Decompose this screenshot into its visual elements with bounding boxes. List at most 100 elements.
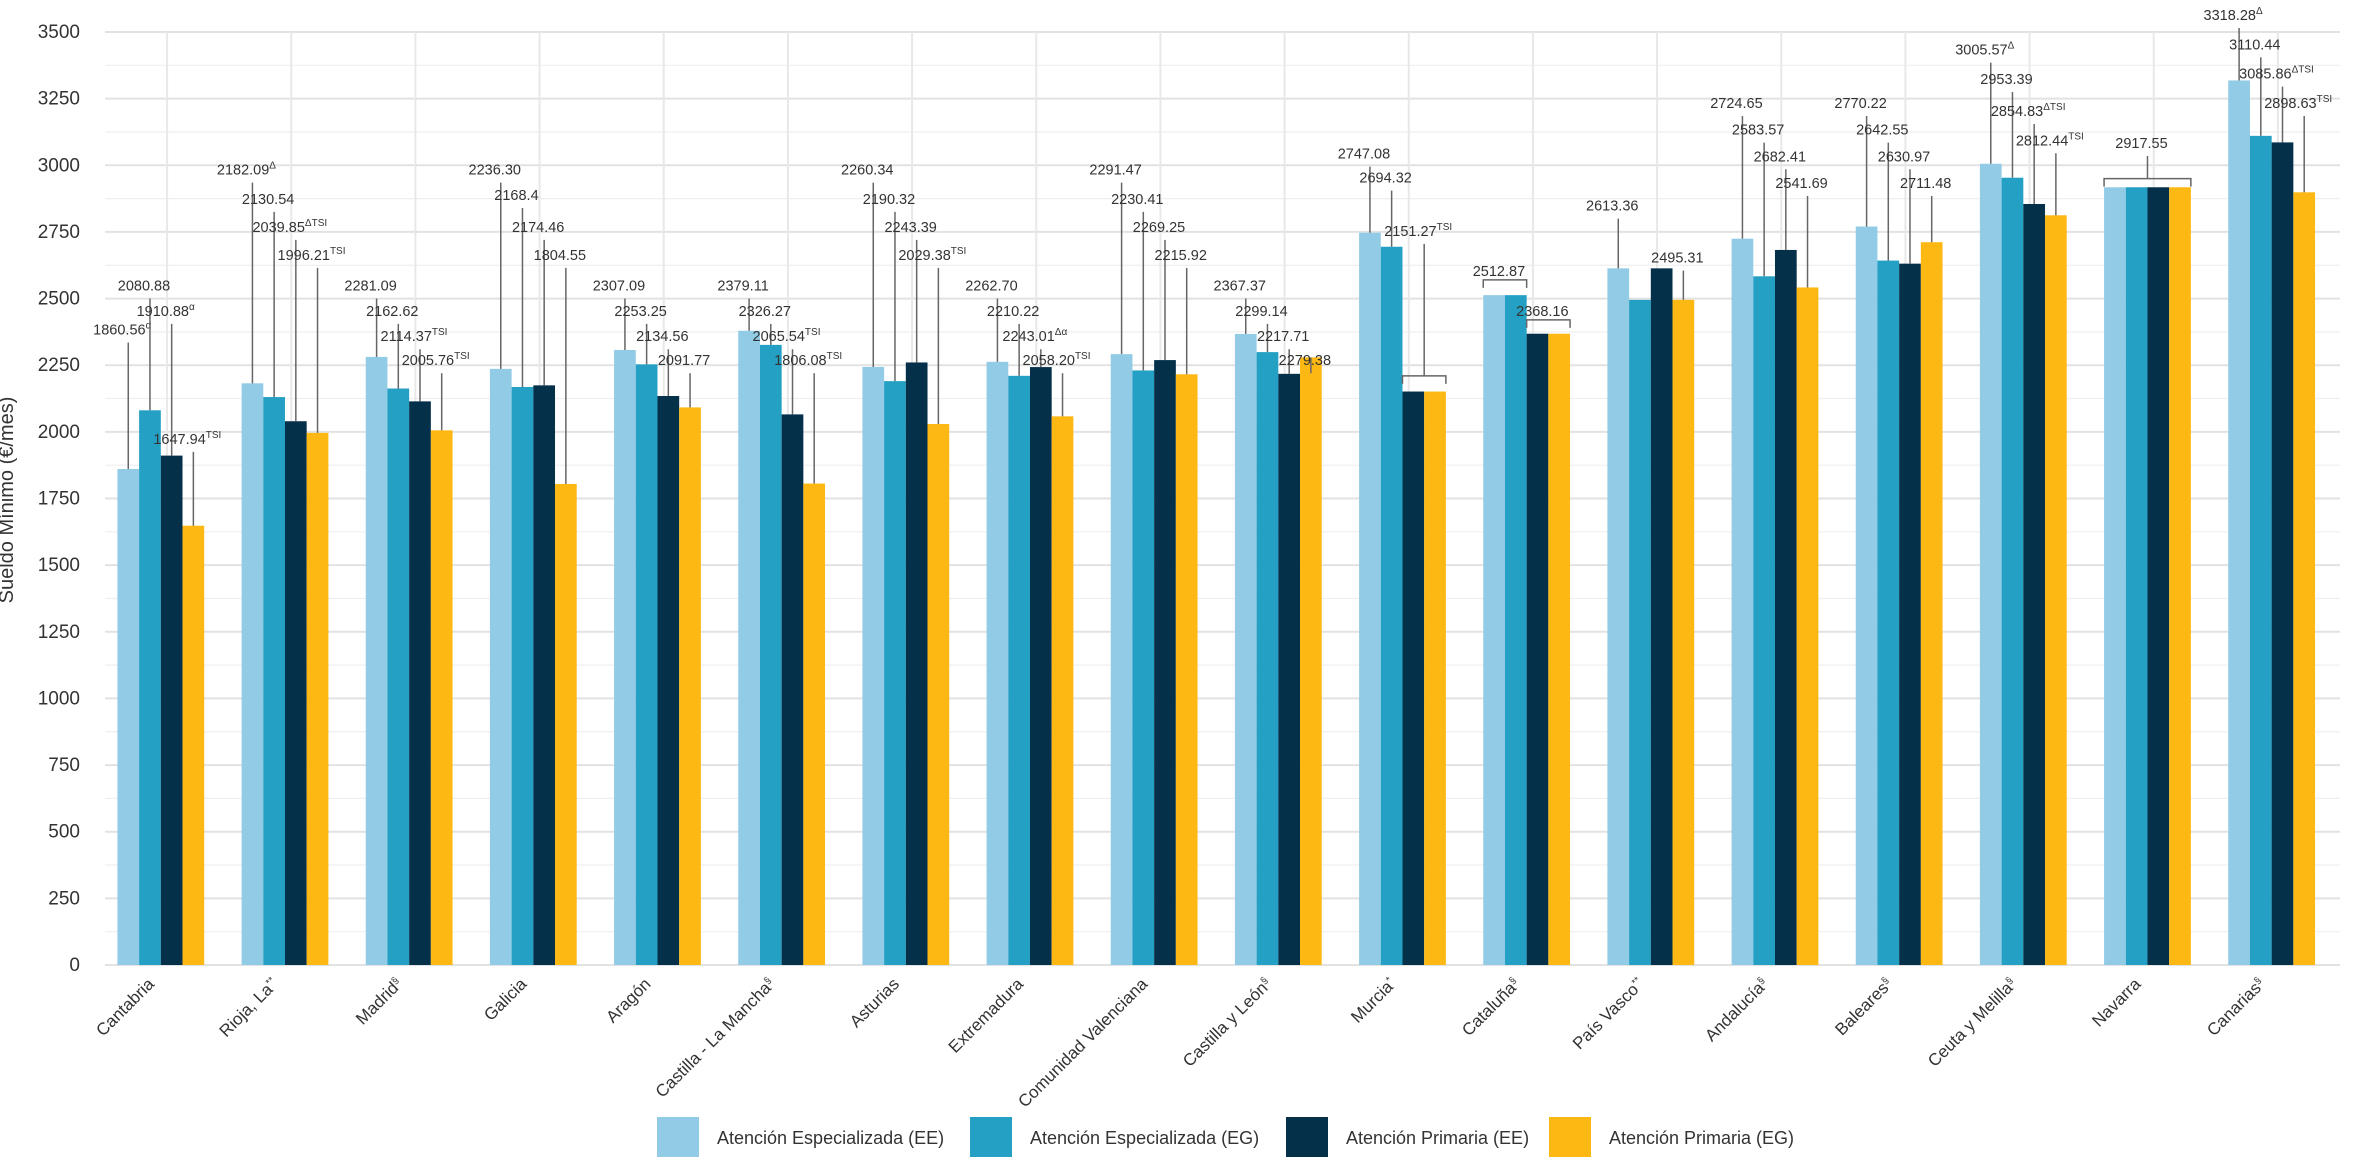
- value-label-superscript: Δ: [2256, 6, 2263, 17]
- value-label-superscript: TSI: [2317, 94, 2333, 105]
- bar: [636, 364, 658, 965]
- value-label-superscript: TSI: [432, 327, 448, 338]
- bar: [1980, 164, 2002, 965]
- bar: [263, 397, 285, 965]
- bar: [1030, 367, 1052, 965]
- bar: [2023, 204, 2045, 965]
- bar: [928, 424, 950, 965]
- value-label: 2174.46: [512, 220, 564, 236]
- value-label-superscript: TSI: [206, 430, 222, 441]
- value-label: 2307.09: [593, 279, 645, 295]
- value-label: 2279.38: [1279, 353, 1331, 369]
- legend-swatch: [970, 1117, 1012, 1157]
- bar: [1732, 239, 1754, 965]
- value-label: 2039.85ΔTSI: [252, 218, 327, 236]
- x-tick-superscript: **: [264, 975, 277, 988]
- value-label: 2151.27TSI: [1384, 222, 1452, 240]
- bar: [987, 362, 1009, 965]
- value-label: 2262.70: [965, 279, 1017, 295]
- value-label-superscript: α: [189, 302, 195, 313]
- bar: [1899, 264, 1921, 965]
- x-tick-label: Asturias: [846, 974, 903, 1031]
- value-label: 1910.88α: [137, 302, 195, 320]
- value-label-superscript: TSI: [805, 327, 821, 338]
- bar: [1008, 376, 1030, 965]
- bar: [1629, 300, 1651, 965]
- bar: [884, 381, 906, 965]
- bar: [2228, 80, 2250, 965]
- bar: [1154, 360, 1176, 965]
- value-label: 2711.48: [1900, 176, 1951, 192]
- x-tick-label: País Vasco**: [1569, 974, 1648, 1053]
- value-label: 2080.88: [118, 279, 170, 295]
- value-label: 2326.27: [739, 304, 791, 320]
- value-label-superscript: TSI: [1075, 351, 1091, 362]
- x-axis-ticks: Cantabria Rioja, La** Madrid§ Galicia Aragón…: [92, 974, 2268, 1111]
- value-label: 2291.47: [1089, 163, 1141, 179]
- y-tick-label: 750: [48, 755, 80, 776]
- bar: [285, 421, 307, 965]
- value-label: 2215.92: [1154, 248, 1206, 264]
- value-label: 3110.44: [2229, 37, 2280, 53]
- bar: [512, 387, 534, 965]
- value-label: 2724.65: [1710, 96, 1762, 112]
- bar: [1381, 247, 1403, 965]
- bar: [1402, 392, 1424, 965]
- bar: [1176, 374, 1198, 965]
- value-label: 2541.69: [1775, 176, 1827, 192]
- bar: [862, 367, 884, 965]
- value-label: 2005.76TSI: [402, 351, 470, 369]
- x-tick-label: Extremadura: [945, 974, 1028, 1057]
- x-tick-superscript: §: [390, 975, 402, 987]
- bar: [657, 396, 679, 965]
- bar: [1483, 295, 1505, 965]
- x-tick-label: Navarra: [2088, 974, 2145, 1031]
- bar: [431, 430, 453, 965]
- x-tick-label: Castilla y León§: [1179, 974, 1275, 1070]
- y-tick-label: 3250: [38, 89, 80, 110]
- x-tick-label: Cantabria: [92, 974, 158, 1040]
- bar: [2272, 142, 2294, 965]
- value-label: 2065.54TSI: [753, 327, 821, 345]
- bar: [2147, 187, 2169, 965]
- value-label: 2058.20TSI: [1023, 351, 1091, 369]
- bar: [1359, 233, 1381, 965]
- y-tick-label: 1750: [38, 489, 80, 510]
- bar: [1673, 300, 1695, 965]
- bar: [1278, 374, 1300, 965]
- bar: [782, 414, 804, 965]
- bar: [183, 526, 205, 965]
- y-tick-label: 250: [48, 888, 80, 909]
- bar: [738, 331, 760, 965]
- value-label-superscript: Δ: [269, 161, 276, 172]
- value-label: 2269.25: [1133, 220, 1185, 236]
- x-tick-superscript: **: [1630, 975, 1643, 988]
- x-tick-superscript: §: [1507, 975, 1519, 987]
- bar: [1235, 334, 1257, 965]
- bar: [1856, 227, 1878, 965]
- value-label: 2130.54: [242, 192, 294, 208]
- bar: [1921, 242, 1943, 965]
- bar: [614, 350, 636, 965]
- value-label: 2854.83ΔTSI: [1991, 102, 2066, 120]
- value-label: 2630.97: [1878, 149, 1930, 165]
- value-label: 2217.71: [1257, 329, 1309, 345]
- legend-swatch: [657, 1117, 699, 1157]
- value-label-superscript: ΔTSI: [2292, 65, 2314, 76]
- bar: [117, 469, 139, 965]
- value-label-superscript: TSI: [2068, 131, 2084, 142]
- bar: [2104, 187, 2126, 965]
- bar: [1257, 352, 1279, 965]
- significance-bracket: [1483, 280, 1526, 288]
- value-label: 2367.37: [1214, 279, 1266, 295]
- value-label: 2182.09Δ: [217, 161, 276, 179]
- value-label: 2243.01Δα: [1002, 327, 1067, 345]
- legend-swatch: [1549, 1117, 1591, 1157]
- bar: [161, 456, 183, 965]
- value-label: 2770.22: [1834, 96, 1886, 112]
- bar: [1052, 416, 1074, 965]
- x-tick-label: Rioja, La**: [216, 974, 282, 1040]
- bar: [555, 484, 577, 965]
